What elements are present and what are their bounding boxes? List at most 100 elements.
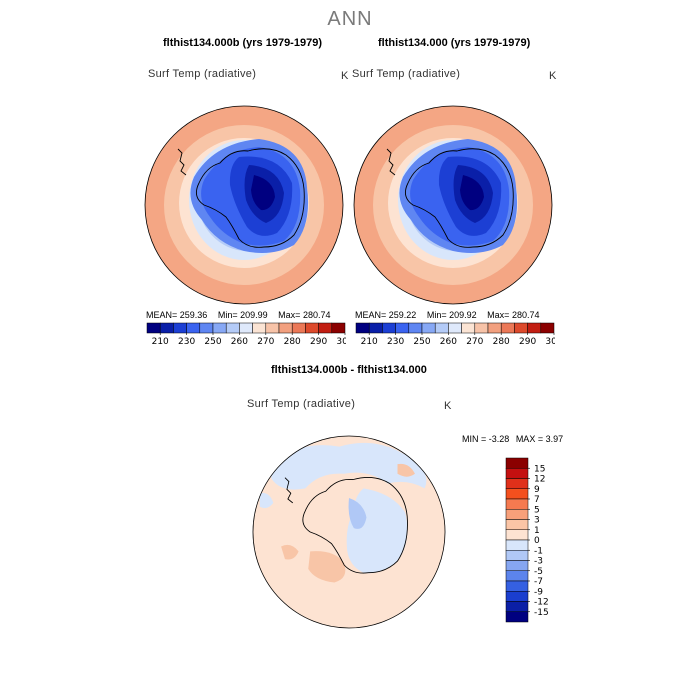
diff-colorbar-swatch <box>505 457 529 469</box>
diff-colorbar-label: 7 <box>534 495 540 505</box>
right-colorbar-swatch <box>395 322 410 334</box>
right-colorbar-label: 260 <box>440 337 457 347</box>
diff-panel-title: flthist134.000b - flthist134.000 <box>271 364 427 376</box>
diff-colorbar-label: -3 <box>534 557 543 567</box>
diff-colorbar-label: -5 <box>534 567 543 577</box>
diff-colorbar-label: 5 <box>534 505 540 515</box>
right-units-label: K <box>549 70 557 82</box>
diff-colorbar-label: 9 <box>534 485 540 495</box>
right-colorbar-label: 280 <box>493 337 510 347</box>
right-colorbar-swatch <box>527 322 542 334</box>
diff-colorbar-label: 0 <box>534 536 540 546</box>
right-colorbar-swatch <box>500 322 515 334</box>
diff-polar-map <box>252 435 446 629</box>
left-colorbar-swatch <box>291 322 306 334</box>
left-colorbar-label: 300 <box>336 337 346 347</box>
left-colorbar-label: 250 <box>204 337 221 347</box>
left-colorbar-swatch <box>146 322 161 334</box>
diff-min-value: -3.28 <box>488 434 510 444</box>
left-colorbar-swatch <box>225 322 240 334</box>
left-colorbar-swatch <box>239 322 253 334</box>
left-panel-title: flthist134.000b (yrs 1979-1979) <box>163 37 322 49</box>
right-colorbar-label: 210 <box>361 337 378 347</box>
right-colorbar-swatch <box>461 322 476 334</box>
diff-variable-name: Surf Temp (radiative) <box>247 398 356 410</box>
diff-colorbar-swatch <box>505 478 529 489</box>
left-max-label: Max= <box>278 310 301 320</box>
diff-units-label: K <box>444 400 452 412</box>
diff-colorbar-label: 15 <box>534 464 545 474</box>
diff-colorbar-label: -15 <box>534 608 549 618</box>
diff-minmax: MIN = -3.28 MAX = 3.97 <box>462 434 563 444</box>
diff-colorbar-label: -1 <box>534 546 543 556</box>
left-colorbar-swatch <box>305 322 319 334</box>
right-panel-title: flthist134.000 (yrs 1979-1979) <box>378 37 531 49</box>
diff-colorbar-swatch <box>505 468 529 479</box>
right-colorbar-label: 250 <box>413 337 430 347</box>
diff-colorbar-label: 3 <box>534 516 540 526</box>
right-variable-name: Surf Temp (radiative) <box>352 68 461 80</box>
diff-colorbar-swatch <box>505 539 529 551</box>
diff-colorbar-swatch <box>505 529 529 541</box>
left-stats: MEAN= 259.36 Min= 209.99 Max= 280.74 <box>146 310 330 320</box>
right-mean-label: MEAN= <box>355 310 387 320</box>
right-colorbar-swatch <box>434 322 449 334</box>
left-min-value: 209.99 <box>240 310 268 320</box>
right-stats: MEAN= 259.22 Min= 209.92 Max= 280.74 <box>355 310 539 320</box>
diff-colorbar-swatch <box>505 580 529 592</box>
left-colorbar: 210 230 250 260 270 280 290 300 <box>146 322 346 347</box>
right-colorbar-swatch <box>540 322 555 334</box>
left-min-label: Min= <box>217 310 238 320</box>
diff-colorbar-swatch <box>505 570 529 582</box>
right-colorbar-swatch <box>448 322 462 334</box>
right-colorbar-swatch <box>474 322 489 334</box>
diff-colorbar-swatch <box>505 611 529 623</box>
left-colorbar-label: 280 <box>284 337 301 347</box>
right-max-label: Max= <box>487 310 510 320</box>
left-colorbar-swatch <box>331 322 346 334</box>
right-polar-map <box>353 105 553 305</box>
left-colorbar-swatch <box>199 322 214 334</box>
left-max-value: 280.74 <box>302 310 331 320</box>
right-colorbar-swatch <box>421 322 436 334</box>
diff-colorbar-label: -9 <box>534 587 543 597</box>
right-colorbar-label: 230 <box>387 337 404 347</box>
right-colorbar-swatch <box>514 322 528 334</box>
diff-colorbar-swatch <box>505 488 529 500</box>
diff-max-value: 3.97 <box>545 434 564 444</box>
diff-colorbar-swatch <box>505 550 529 561</box>
left-colorbar-swatch <box>186 322 201 334</box>
diff-colorbar-swatch <box>505 509 529 520</box>
left-colorbar-swatch <box>212 322 227 334</box>
diff-min-label: MIN = <box>462 434 487 444</box>
diff-colorbar-label: -12 <box>534 598 549 608</box>
diff-colorbar-swatch <box>505 498 529 510</box>
right-colorbar-label: 270 <box>466 337 483 347</box>
right-colorbar-swatch <box>382 322 396 334</box>
diff-max-label: MAX = <box>515 434 544 444</box>
diff-colorbar-label: -7 <box>534 577 543 587</box>
diff-colorbar-swatch <box>505 519 529 530</box>
left-polar-map <box>144 105 344 305</box>
left-colorbar-label: 270 <box>257 337 274 347</box>
page-title: ANN <box>327 8 373 30</box>
left-colorbar-swatch <box>278 322 293 334</box>
left-colorbar-label: 210 <box>152 337 169 347</box>
right-min-label: Min= <box>426 310 447 320</box>
diff-colorbar-swatch <box>505 601 529 612</box>
right-colorbar-swatch <box>368 322 383 334</box>
right-colorbar: 210 230 250 260 270 280 290 300 <box>355 322 555 347</box>
left-colorbar-label: 290 <box>310 337 327 347</box>
right-mean-value: 259.22 <box>388 310 417 320</box>
diff-colorbar-swatch <box>505 560 529 571</box>
left-colorbar-swatch <box>265 322 280 334</box>
right-colorbar-label: 300 <box>545 337 555 347</box>
right-min-value: 209.92 <box>449 310 477 320</box>
right-colorbar-swatch <box>487 322 502 334</box>
left-mean-label: MEAN= <box>146 310 178 320</box>
left-colorbar-swatch <box>173 322 187 334</box>
left-units-label: K <box>341 70 349 82</box>
diff-colorbar-swatch <box>505 591 529 602</box>
diff-colorbar-label: 1 <box>534 526 540 536</box>
